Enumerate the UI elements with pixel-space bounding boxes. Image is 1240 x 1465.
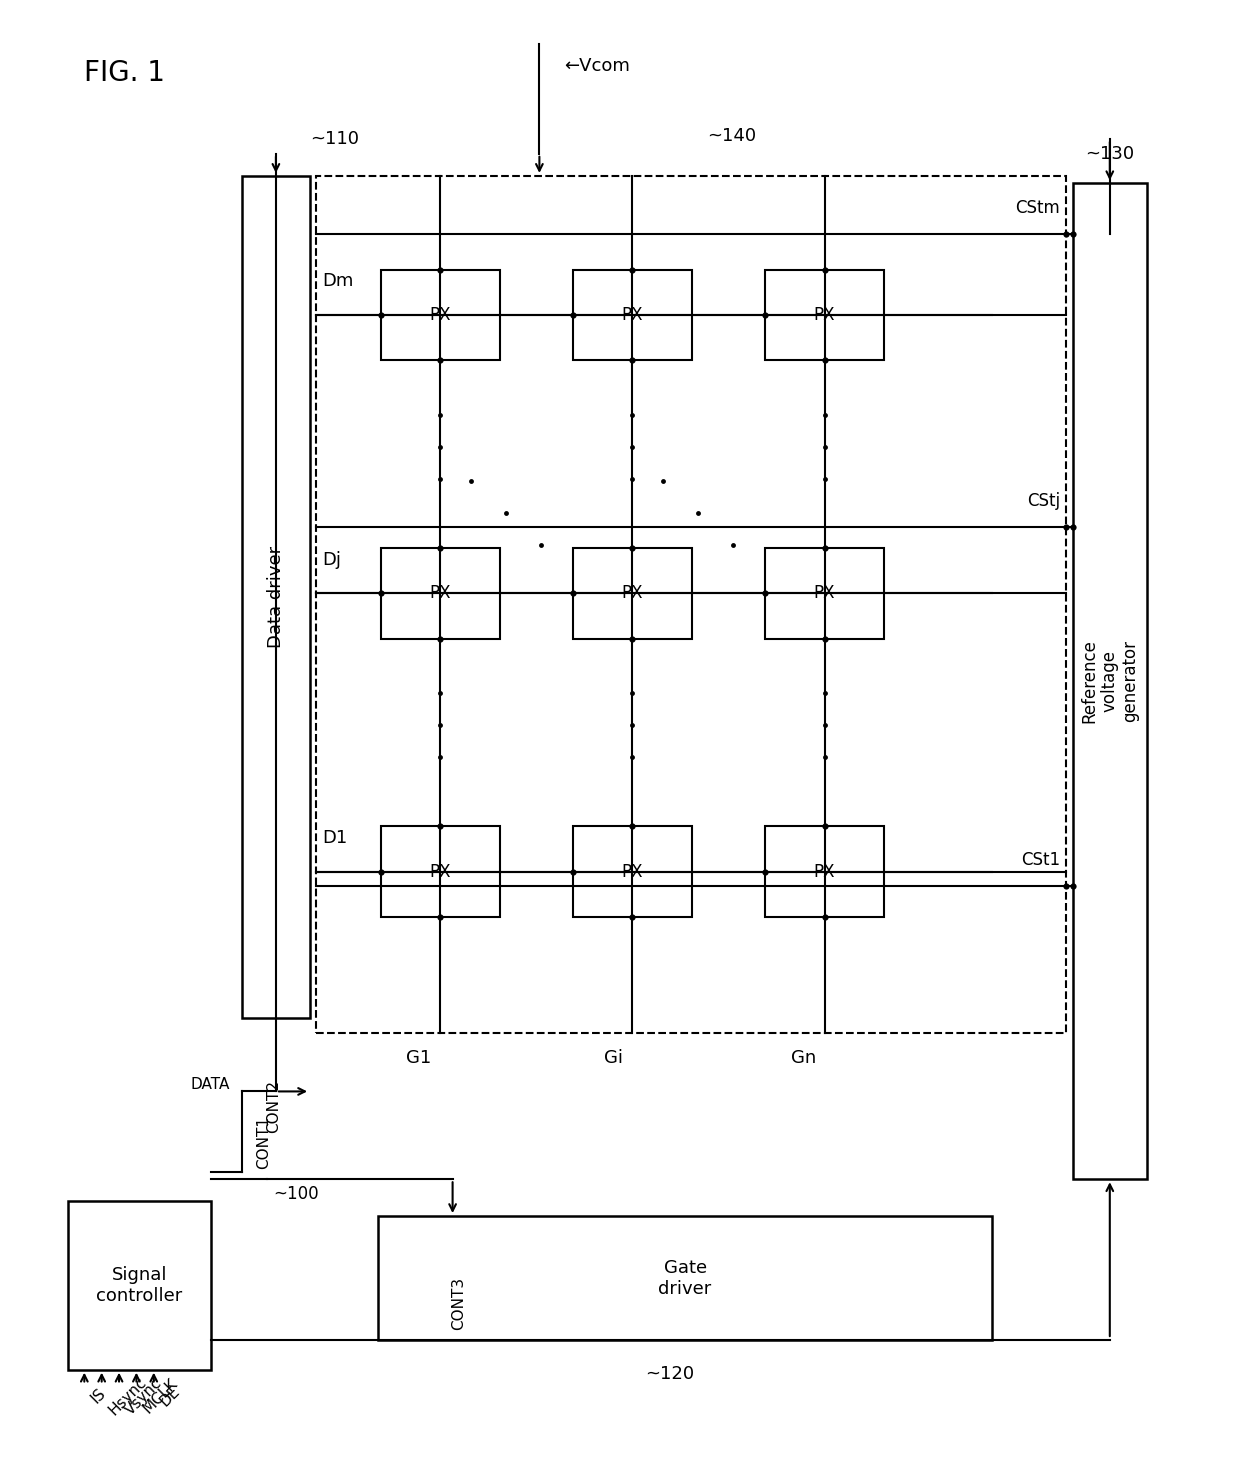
Text: Vsync: Vsync <box>123 1374 165 1418</box>
Bar <box>573 826 692 917</box>
Text: Gn: Gn <box>791 1049 816 1067</box>
Text: CStm: CStm <box>1016 199 1060 217</box>
Text: Reference
voltage
generator: Reference voltage generator <box>1080 639 1140 724</box>
Text: PX: PX <box>813 585 836 602</box>
Bar <box>765 548 884 639</box>
Text: Dm: Dm <box>322 272 353 290</box>
Text: G1: G1 <box>407 1049 432 1067</box>
Text: PX: PX <box>621 585 644 602</box>
Text: ←Vcom: ←Vcom <box>564 57 630 75</box>
Text: PX: PX <box>429 863 451 880</box>
Text: FIG. 1: FIG. 1 <box>83 59 165 88</box>
Text: PX: PX <box>621 306 644 324</box>
Text: CONT1: CONT1 <box>257 1116 272 1169</box>
Text: D1: D1 <box>322 829 347 847</box>
Bar <box>1073 183 1147 1179</box>
Bar <box>381 548 500 639</box>
Text: ~140: ~140 <box>707 127 756 145</box>
Text: CONT3: CONT3 <box>451 1277 466 1330</box>
Text: IS: IS <box>88 1386 109 1406</box>
Text: Signal
controller: Signal controller <box>97 1266 182 1305</box>
Text: PX: PX <box>429 306 451 324</box>
Bar <box>381 270 500 360</box>
Text: PX: PX <box>813 306 836 324</box>
Text: CStj: CStj <box>1027 492 1060 510</box>
Text: DATA: DATA <box>190 1077 229 1091</box>
Text: PX: PX <box>621 863 644 880</box>
Text: MCLK: MCLK <box>140 1376 181 1417</box>
Text: Data driver: Data driver <box>267 546 285 648</box>
Text: Gi: Gi <box>604 1049 624 1067</box>
Bar <box>765 826 884 917</box>
Text: CSt1: CSt1 <box>1021 851 1060 869</box>
Text: ~110: ~110 <box>310 130 360 148</box>
Text: Hsync: Hsync <box>105 1374 149 1418</box>
Bar <box>573 548 692 639</box>
Text: Dj: Dj <box>322 551 341 568</box>
Text: ~130: ~130 <box>1085 145 1135 163</box>
Text: DE: DE <box>157 1383 184 1409</box>
Text: Gate
driver: Gate driver <box>658 1258 712 1298</box>
Bar <box>381 826 500 917</box>
Text: ~100: ~100 <box>273 1185 319 1203</box>
Bar <box>378 1216 992 1340</box>
Bar <box>765 270 884 360</box>
Text: PX: PX <box>429 585 451 602</box>
Bar <box>573 270 692 360</box>
Text: PX: PX <box>813 863 836 880</box>
Bar <box>68 1201 211 1370</box>
Text: ~120: ~120 <box>645 1365 694 1383</box>
Text: CONT2: CONT2 <box>267 1080 281 1132</box>
Bar <box>316 176 1066 1033</box>
Bar <box>242 176 310 1018</box>
